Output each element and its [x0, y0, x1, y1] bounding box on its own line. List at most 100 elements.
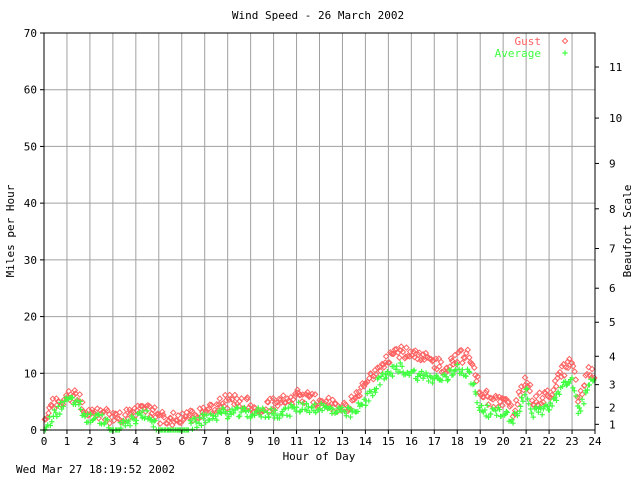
average-point	[218, 410, 225, 416]
gust-point	[474, 373, 481, 380]
gust-point	[435, 363, 443, 370]
average-point	[463, 373, 469, 379]
average-point	[223, 410, 229, 417]
average-point	[238, 409, 244, 415]
gust-point	[523, 379, 531, 387]
beaufort-tick-label: 9	[609, 157, 616, 170]
average-point	[373, 386, 379, 392]
average-point	[339, 404, 345, 411]
average-point	[459, 367, 466, 373]
average-point	[482, 407, 488, 413]
gust-point	[88, 406, 96, 413]
average-point	[194, 424, 200, 430]
plot-frame	[43, 32, 596, 431]
beaufort-tick-label: 1	[609, 418, 616, 431]
average-point	[312, 401, 318, 407]
average-point	[318, 400, 324, 407]
gust-point	[213, 401, 221, 408]
average-point	[334, 409, 340, 416]
average-point	[102, 420, 108, 426]
average-point	[484, 402, 490, 408]
gust-point	[121, 411, 129, 419]
gust-point	[244, 394, 251, 401]
gust-point	[560, 372, 568, 379]
beaufort-tick-label: 10	[609, 112, 622, 125]
gust-point	[356, 392, 364, 400]
average-point	[200, 415, 206, 422]
gust-point	[500, 395, 507, 403]
average-point	[388, 370, 394, 376]
average-point	[363, 402, 369, 408]
average-point	[578, 408, 584, 414]
average-point	[471, 381, 477, 387]
gust-point	[558, 363, 566, 370]
gust-point	[357, 383, 365, 391]
average-point	[514, 413, 521, 419]
average-point	[410, 368, 417, 374]
gust-point	[374, 364, 381, 372]
gust-point	[532, 392, 540, 400]
gust-point	[451, 351, 459, 359]
average-point	[272, 407, 278, 413]
gust-point	[410, 348, 417, 355]
average-point	[450, 372, 456, 378]
average-point	[342, 409, 348, 415]
average-point	[204, 412, 210, 418]
average-point	[420, 375, 426, 381]
average-point	[92, 415, 98, 422]
gust-point	[492, 392, 499, 400]
average-point	[69, 395, 76, 401]
gust-point	[291, 390, 299, 398]
average-point	[573, 393, 579, 399]
average-point	[581, 401, 587, 407]
x-tick-label: 19	[474, 435, 487, 448]
gust-point	[149, 406, 157, 414]
gust-point	[114, 414, 121, 422]
gust-point	[571, 368, 578, 375]
gust-point	[274, 402, 281, 410]
average-point	[343, 413, 349, 419]
gust-point	[226, 391, 233, 399]
average-point	[559, 383, 566, 389]
average-point	[120, 417, 127, 423]
x-tick-label: 8	[224, 435, 231, 448]
average-point	[366, 398, 372, 404]
average-point	[519, 395, 525, 401]
average-point	[586, 382, 593, 388]
gust-point	[464, 346, 472, 354]
gust-point	[558, 373, 565, 381]
gust-point	[536, 389, 543, 397]
average-point	[133, 421, 139, 427]
average-point	[562, 50, 568, 56]
average-point	[99, 412, 105, 418]
gust-point	[350, 396, 358, 404]
x-tick-label: 17	[428, 435, 441, 448]
gust-point	[45, 409, 52, 417]
average-point	[525, 396, 531, 402]
gust-point	[562, 364, 570, 371]
gust-point	[154, 411, 162, 419]
gust-point	[572, 376, 580, 384]
average-point	[296, 399, 302, 405]
average-point	[74, 397, 80, 403]
average-point	[466, 368, 472, 375]
gust-point	[329, 396, 336, 404]
average-point	[251, 412, 258, 418]
average-point	[526, 401, 532, 407]
average-point	[493, 408, 499, 414]
gust-point	[159, 408, 166, 416]
average-point	[530, 414, 536, 420]
average-point	[378, 373, 384, 379]
average-point	[524, 386, 530, 392]
average-point	[276, 415, 282, 421]
gust-point	[419, 351, 427, 358]
gust-point	[372, 370, 380, 378]
average-point	[313, 410, 319, 416]
average-point	[576, 405, 583, 411]
gust-point	[561, 37, 569, 45]
beaufort-tick-label: 11	[609, 61, 622, 74]
average-point	[569, 375, 575, 381]
gust-point	[351, 394, 359, 401]
gust-point	[304, 388, 311, 396]
x-tick-label: 23	[565, 435, 578, 448]
